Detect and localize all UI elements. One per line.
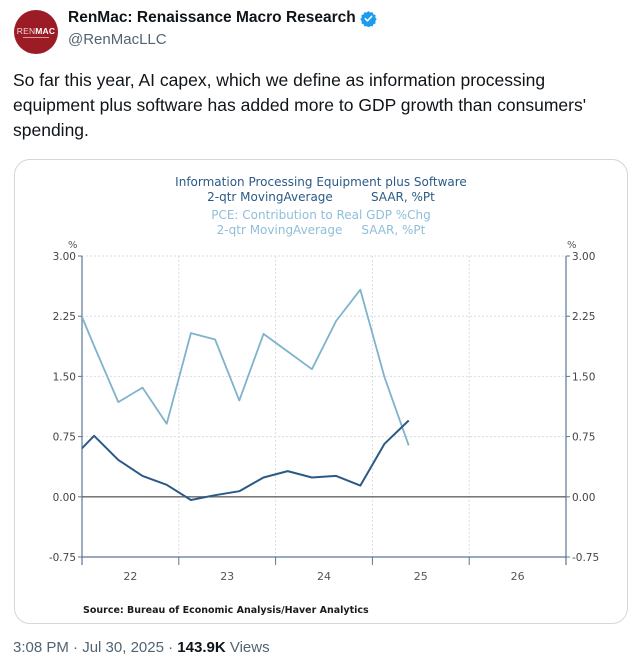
right-y-tick-label: 0.00 [572,492,595,504]
views-label: Views [229,639,270,656]
series-line-info-processing [82,419,410,501]
separator: · [168,639,174,656]
chart-source: Source: Bureau of Economic Analysis/Have… [83,605,369,616]
right-y-tick-label: 1.50 [572,371,595,383]
left-axis-unit: % [68,240,78,251]
chart-image-card[interactable]: Information Processing Equipment plus So… [14,159,628,624]
separator: · [73,639,79,656]
grid-lines [82,255,566,557]
display-name[interactable]: RenMac: Renaissance Macro Research [68,9,356,26]
x-tick-label: 22 [123,570,137,583]
axis-labels: 3.00 3.00 2.25 2.25 1.50 1.50 0.75 0.75 0.00 0.00… [49,251,599,583]
tweet-text: So far this year, AI capex, which we def… [13,70,587,140]
x-tick-label: 25 [414,570,428,583]
chart-title-line-3: PCE: Contribution to Real GDP %Chg [211,208,431,222]
series-line-pce [82,288,410,446]
axes [78,255,570,565]
avatar-logo: RENMAC [16,26,56,36]
avatar[interactable]: RENMAC [14,10,58,54]
x-tick-label: 26 [511,570,525,583]
left-y-tick-label: 1.50 [53,371,76,383]
tweet-date[interactable]: Jul 30, 2025 [82,639,164,656]
chart-title-line-2: 2-qtr MovingAverage SAAR, %Pt [207,190,435,204]
left-y-tick-label: 2.25 [53,311,76,323]
author-handle[interactable]: @RenMacLLC [68,31,167,48]
chart-title-line-1: Information Processing Equipment plus So… [175,175,467,189]
series-lines [82,288,410,501]
avatar-logo-rule [23,37,49,38]
line-chart: 3.00 3.00 2.25 2.25 1.50 1.50 0.75 0.75 0.00 0.00… [49,240,599,616]
left-y-tick-label: 0.75 [53,432,76,444]
verified-badge-icon [360,10,377,27]
right-y-tick-label: 0.75 [572,432,595,444]
chart-title-line-4: 2-qtr MovingAverage SAAR, %Pt [216,223,426,237]
author-name-row: RenMac: Renaissance Macro Research [68,9,377,27]
tweet-time[interactable]: 3:08 PM [13,639,69,656]
left-y-tick-label: -0.75 [49,552,76,564]
right-axis-unit: % [567,240,577,251]
right-y-tick-label: 3.00 [572,251,595,263]
x-tick-label: 24 [317,570,331,583]
left-y-tick-label: 3.00 [53,251,76,263]
right-y-tick-label: 2.25 [572,311,595,323]
views-count: 143.9K [177,639,226,656]
tweet-footer: 3:08 PM · Jul 30, 2025 · 143.9K Views [13,639,270,656]
left-y-tick-label: 0.00 [53,492,76,504]
x-tick-label: 23 [220,570,234,583]
right-y-tick-label: -0.75 [572,552,599,564]
